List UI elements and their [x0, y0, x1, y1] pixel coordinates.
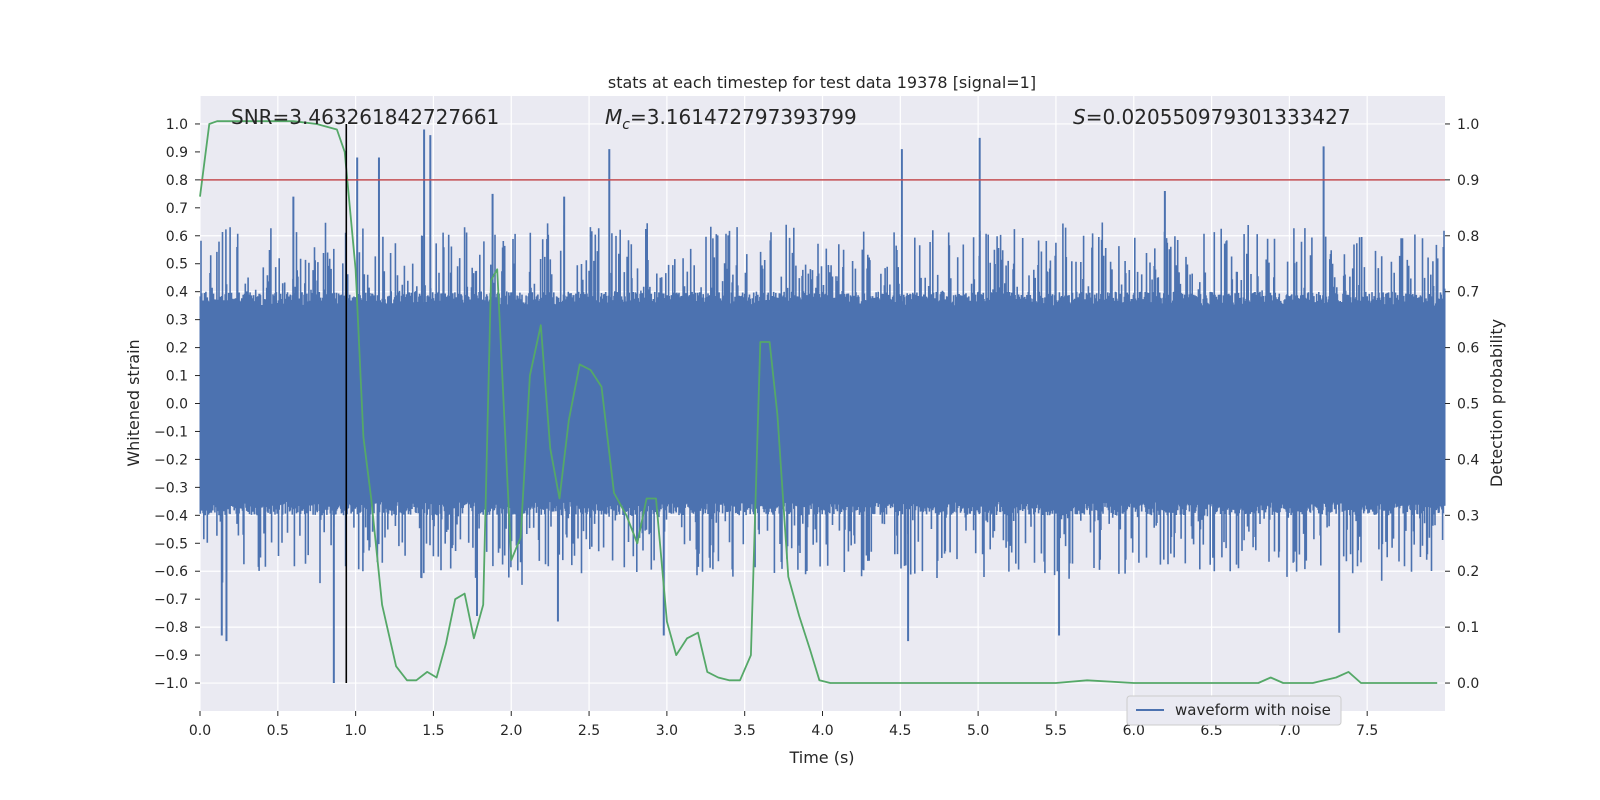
y-left-tick-label: 0.0 [166, 397, 188, 413]
legend: waveform with noise [1126, 695, 1342, 726]
x-tick-label: 1.0 [344, 723, 366, 739]
x-tick-label: 0.0 [189, 723, 211, 739]
chirp-mass-annotation: Mc=3.161472797393799 [605, 105, 857, 133]
snr-annotation: SNR=3.463261842727661 [231, 105, 499, 129]
y-right-tick-label: 0.0 [1457, 676, 1479, 692]
y-left-tick-label: 0.4 [166, 285, 188, 301]
y-left-tick-label: −0.3 [154, 480, 188, 496]
y-left-axis-label: Whitened strain [124, 339, 143, 466]
y-right-tick-label: 0.5 [1457, 397, 1479, 413]
y-right-tick-label: 0.6 [1457, 341, 1479, 357]
y-right-axis-ticks: 1.0 0.9 0.8 0.7 0.6 0.5 0.4 0.3 0.2 0.1 0.0 [1445, 117, 1479, 692]
x-tick-label: 5.0 [967, 723, 989, 739]
y-left-tick-label: 0.2 [166, 341, 188, 357]
y-right-tick-label: 0.3 [1457, 508, 1479, 524]
y-right-tick-label: 0.8 [1457, 229, 1479, 245]
y-left-tick-label: −0.7 [154, 592, 188, 608]
y-left-tick-label: −0.8 [154, 620, 188, 636]
y-left-tick-label: 0.8 [166, 173, 188, 189]
x-tick-label: 2.0 [500, 723, 522, 739]
waveform-series [199, 129, 1446, 684]
x-tick-label: 7.5 [1356, 723, 1378, 739]
y-right-tick-label: 1.0 [1457, 117, 1479, 133]
x-tick-label: 4.5 [889, 723, 911, 739]
chart-title: stats at each timestep for test data 193… [608, 73, 1036, 92]
y-left-tick-label: 0.7 [166, 201, 188, 217]
y-left-tick-label: 0.5 [166, 257, 188, 273]
y-left-tick-label: 0.6 [166, 229, 188, 245]
y-left-tick-label: 0.3 [166, 313, 188, 329]
legend-label-waveform: waveform with noise [1175, 701, 1331, 719]
y-left-tick-label: −0.6 [154, 564, 188, 580]
y-right-tick-label: 0.4 [1457, 452, 1479, 468]
x-tick-label: 3.0 [656, 723, 678, 739]
x-axis-label: Time (s) [788, 748, 854, 767]
x-tick-label: 5.5 [1045, 723, 1067, 739]
y-right-tick-label: 0.2 [1457, 564, 1479, 580]
y-left-axis-ticks: 1.0 0.9 0.8 0.7 0.6 0.5 0.4 0.3 0.2 0.1 0.0 −0.1 −0.… [154, 117, 200, 692]
y-right-tick-label: 0.1 [1457, 620, 1479, 636]
x-tick-label: 6.5 [1200, 723, 1222, 739]
x-tick-label: 4.0 [811, 723, 833, 739]
y-left-tick-label: −0.2 [154, 452, 188, 468]
x-tick-label: 6.0 [1123, 723, 1145, 739]
y-right-tick-label: 0.9 [1457, 173, 1479, 189]
x-tick-label: 1.5 [422, 723, 444, 739]
y-left-tick-label: −0.5 [154, 536, 188, 552]
reference-lines [200, 123, 1445, 684]
y-left-tick-label: 0.1 [166, 369, 188, 385]
x-tick-label: 3.5 [734, 723, 756, 739]
y-left-tick-label: 0.9 [166, 145, 188, 161]
y-left-tick-label: −0.9 [154, 648, 188, 664]
legend-box [1126, 695, 1342, 726]
x-axis-ticks: 0.0 0.5 1.0 1.5 2.0 2.5 3.0 3.5 4.0 4.5 5.0 5.5 6.0 6… [189, 711, 1378, 739]
x-tick-label: 2.5 [578, 723, 600, 739]
x-tick-label: 7.0 [1278, 723, 1300, 739]
y-right-tick-label: 0.7 [1457, 285, 1479, 301]
detection-probability-line [199, 120, 1438, 684]
probability-series [199, 120, 1438, 684]
y-left-tick-label: −1.0 [154, 676, 188, 692]
y-left-tick-label: 1.0 [166, 117, 188, 133]
y-left-tick-label: −0.4 [154, 508, 188, 524]
y-left-tick-label: −0.1 [154, 424, 188, 440]
x-tick-label: 0.5 [267, 723, 289, 739]
y-right-axis-label: Detection probability [1487, 319, 1506, 487]
s-annotation: S=0.020550979301333427 [1073, 105, 1351, 129]
